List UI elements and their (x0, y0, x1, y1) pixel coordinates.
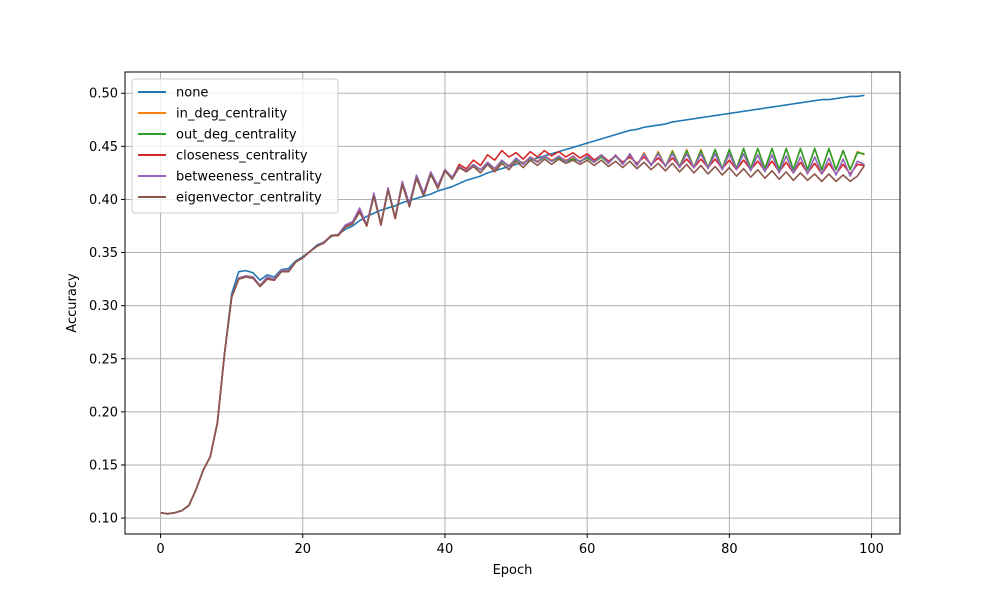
x-tick-label: 80 (721, 542, 738, 557)
y-axis-ticks: 0.10 0.15 0.20 0.25 0.30 0.35 0.40 0.45 0.50 (89, 87, 125, 527)
x-tick-label: 0 (156, 542, 164, 557)
legend-box (131, 78, 339, 214)
x-tick-label: 100 (859, 542, 884, 557)
y-tick-label: 0.20 (89, 405, 118, 420)
x-tick-label: 60 (579, 542, 596, 557)
series-lines (160, 94, 866, 515)
y-axis-title: Accuracy (65, 273, 80, 333)
grid (125, 72, 900, 534)
legend: none in_deg_centrality out_deg_centralityc… (131, 78, 339, 214)
plot-frame (124, 71, 901, 535)
x-axis-ticks: 0 20 40 60 80 100 (156, 534, 884, 557)
legend-label: eigenvector_centrality (176, 191, 322, 206)
legend-label: out_deg_centrality (176, 128, 297, 143)
legend-label: betweeness_centrality (176, 170, 322, 185)
y-tick-label: 0.50 (89, 87, 118, 102)
x-tick-label: 40 (437, 542, 454, 557)
legend-label: in_deg_centrality (176, 107, 287, 122)
x-tick-label: 20 (294, 542, 311, 557)
y-tick-label: 0.10 (89, 512, 118, 527)
x-axis-title: Epoch (493, 563, 533, 578)
y-tick-label: 0.40 (89, 193, 118, 208)
legend-label: none (176, 86, 208, 101)
series-line-eigenvector-centrality (160, 158, 866, 515)
y-tick-label: 0.30 (89, 299, 118, 314)
legend-label: closeness_centrality (176, 149, 308, 164)
y-tick-label: 0.45 (89, 140, 118, 155)
y-tick-label: 0.35 (89, 246, 118, 261)
y-tick-label: 0.15 (89, 458, 118, 473)
y-tick-label: 0.25 (89, 352, 118, 367)
